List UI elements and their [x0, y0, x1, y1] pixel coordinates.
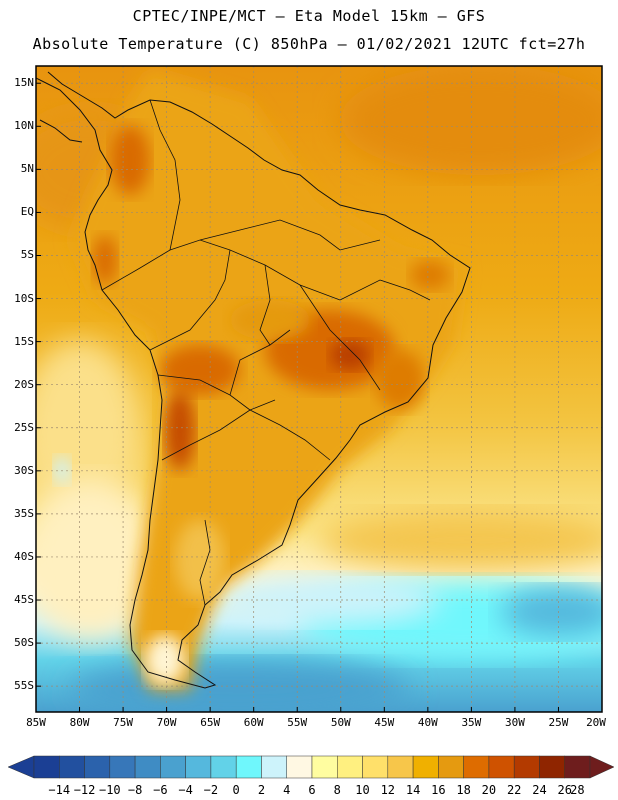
colorbar-label: 14 [405, 783, 421, 797]
lat-label: 30S [14, 463, 34, 477]
colorbar-swatch [210, 755, 237, 779]
lat-label: 55S [14, 679, 34, 693]
lon-label: 60W [243, 716, 264, 729]
colorbar-label: 28 [570, 783, 585, 797]
lon-label: 20W [586, 716, 606, 729]
lon-label: 75W [113, 716, 133, 729]
lon-label: 70W [156, 716, 177, 729]
colorbar-label: −2 [203, 783, 219, 797]
lon-label: 50W [330, 716, 351, 729]
colorbar-label: 22 [506, 783, 522, 797]
lon-label: 80W [69, 716, 90, 729]
colorbar-arrow-high [589, 755, 615, 779]
colorbar-swatch [539, 755, 565, 779]
colorbar-label: 10 [355, 783, 370, 797]
country-borders [101, 99, 431, 606]
colorbar-label: 8 [333, 783, 341, 797]
colorbar-label: 12 [380, 783, 396, 797]
colorbar-swatch [488, 755, 515, 779]
colorbar-swatch [337, 755, 363, 779]
colorbar-swatch [286, 755, 313, 779]
colorbar-label: −12 [73, 783, 96, 797]
lat-label: 35S [14, 506, 34, 520]
graticule [36, 66, 602, 712]
lon-label: 55W [287, 716, 308, 729]
colorbar-label: 24 [532, 783, 547, 797]
colorbar-swatch [59, 755, 85, 779]
colorbar-label: −10 [98, 783, 121, 797]
lon-label: 25W [548, 716, 569, 729]
colorbar-label: −6 [153, 783, 168, 797]
colorbar-swatch [109, 755, 136, 779]
colorbar-swatch [387, 755, 414, 779]
lon-label: 85W [26, 716, 46, 729]
colorbar-swatch [185, 755, 212, 779]
colorbar-label: 18 [456, 783, 471, 797]
lat-label: 25S [14, 420, 34, 434]
lat-label: 50S [14, 636, 34, 650]
colorbar-label: 16 [431, 783, 446, 797]
colorbar-swatch [134, 755, 161, 779]
colorbar-swatch [438, 755, 464, 779]
colorbar-swatch [463, 755, 490, 779]
lon-label: 30W [504, 716, 525, 729]
colorbar-swatch [513, 755, 540, 779]
lat-label: 10N [14, 119, 34, 133]
colorbar-label: −14 [48, 783, 71, 797]
colorbar-label: −4 [178, 783, 193, 797]
colorbar-label: 2 [257, 783, 266, 797]
lon-label: 40W [417, 716, 438, 729]
colorbar-label: 26 [557, 783, 572, 797]
colorbar-swatch [33, 755, 60, 779]
colorbar-swatch [160, 755, 186, 779]
colorbar-label: 0 [232, 783, 240, 797]
colorbar-swatch [362, 755, 389, 779]
colorbar-label: −8 [127, 783, 143, 797]
lat-label: 15N [14, 76, 34, 90]
lat-label: 5S [20, 248, 34, 262]
colorbar-swatch [412, 755, 439, 779]
field-layer [36, 66, 602, 712]
lat-label: 40S [14, 549, 34, 563]
colorbar-swatch [564, 755, 591, 779]
lon-label: 45W [374, 716, 395, 729]
lat-label: 10S [14, 291, 34, 305]
lat-label: 45S [14, 593, 34, 607]
chart-title-line1: CPTEC/INPE/MCT – Eta Model 15km – GFS [132, 7, 486, 25]
colorbar [7, 755, 615, 779]
colorbar-swatch [261, 755, 287, 779]
colorbar-label: 6 [308, 783, 316, 797]
lon-label: 65W [200, 716, 221, 729]
lat-label: EQ [20, 205, 34, 219]
colorbar-swatch [84, 755, 111, 779]
lon-label: 35W [461, 716, 482, 729]
colorbar-swatch [235, 755, 262, 779]
map-frame [35, 65, 603, 713]
colorbar-arrow-low [7, 755, 35, 779]
lat-label: 20S [14, 377, 34, 391]
lat-label: 15S [14, 334, 34, 348]
colorbar-label: 20 [481, 783, 497, 797]
chart-title-line2: Absolute Temperature (C) 850hPa – 01/02/… [32, 35, 586, 53]
colorbar-label: 4 [283, 783, 291, 797]
axis-ticks [35, 82, 603, 712]
colorbar-swatch [311, 755, 338, 779]
lat-label: 5N [20, 162, 34, 176]
